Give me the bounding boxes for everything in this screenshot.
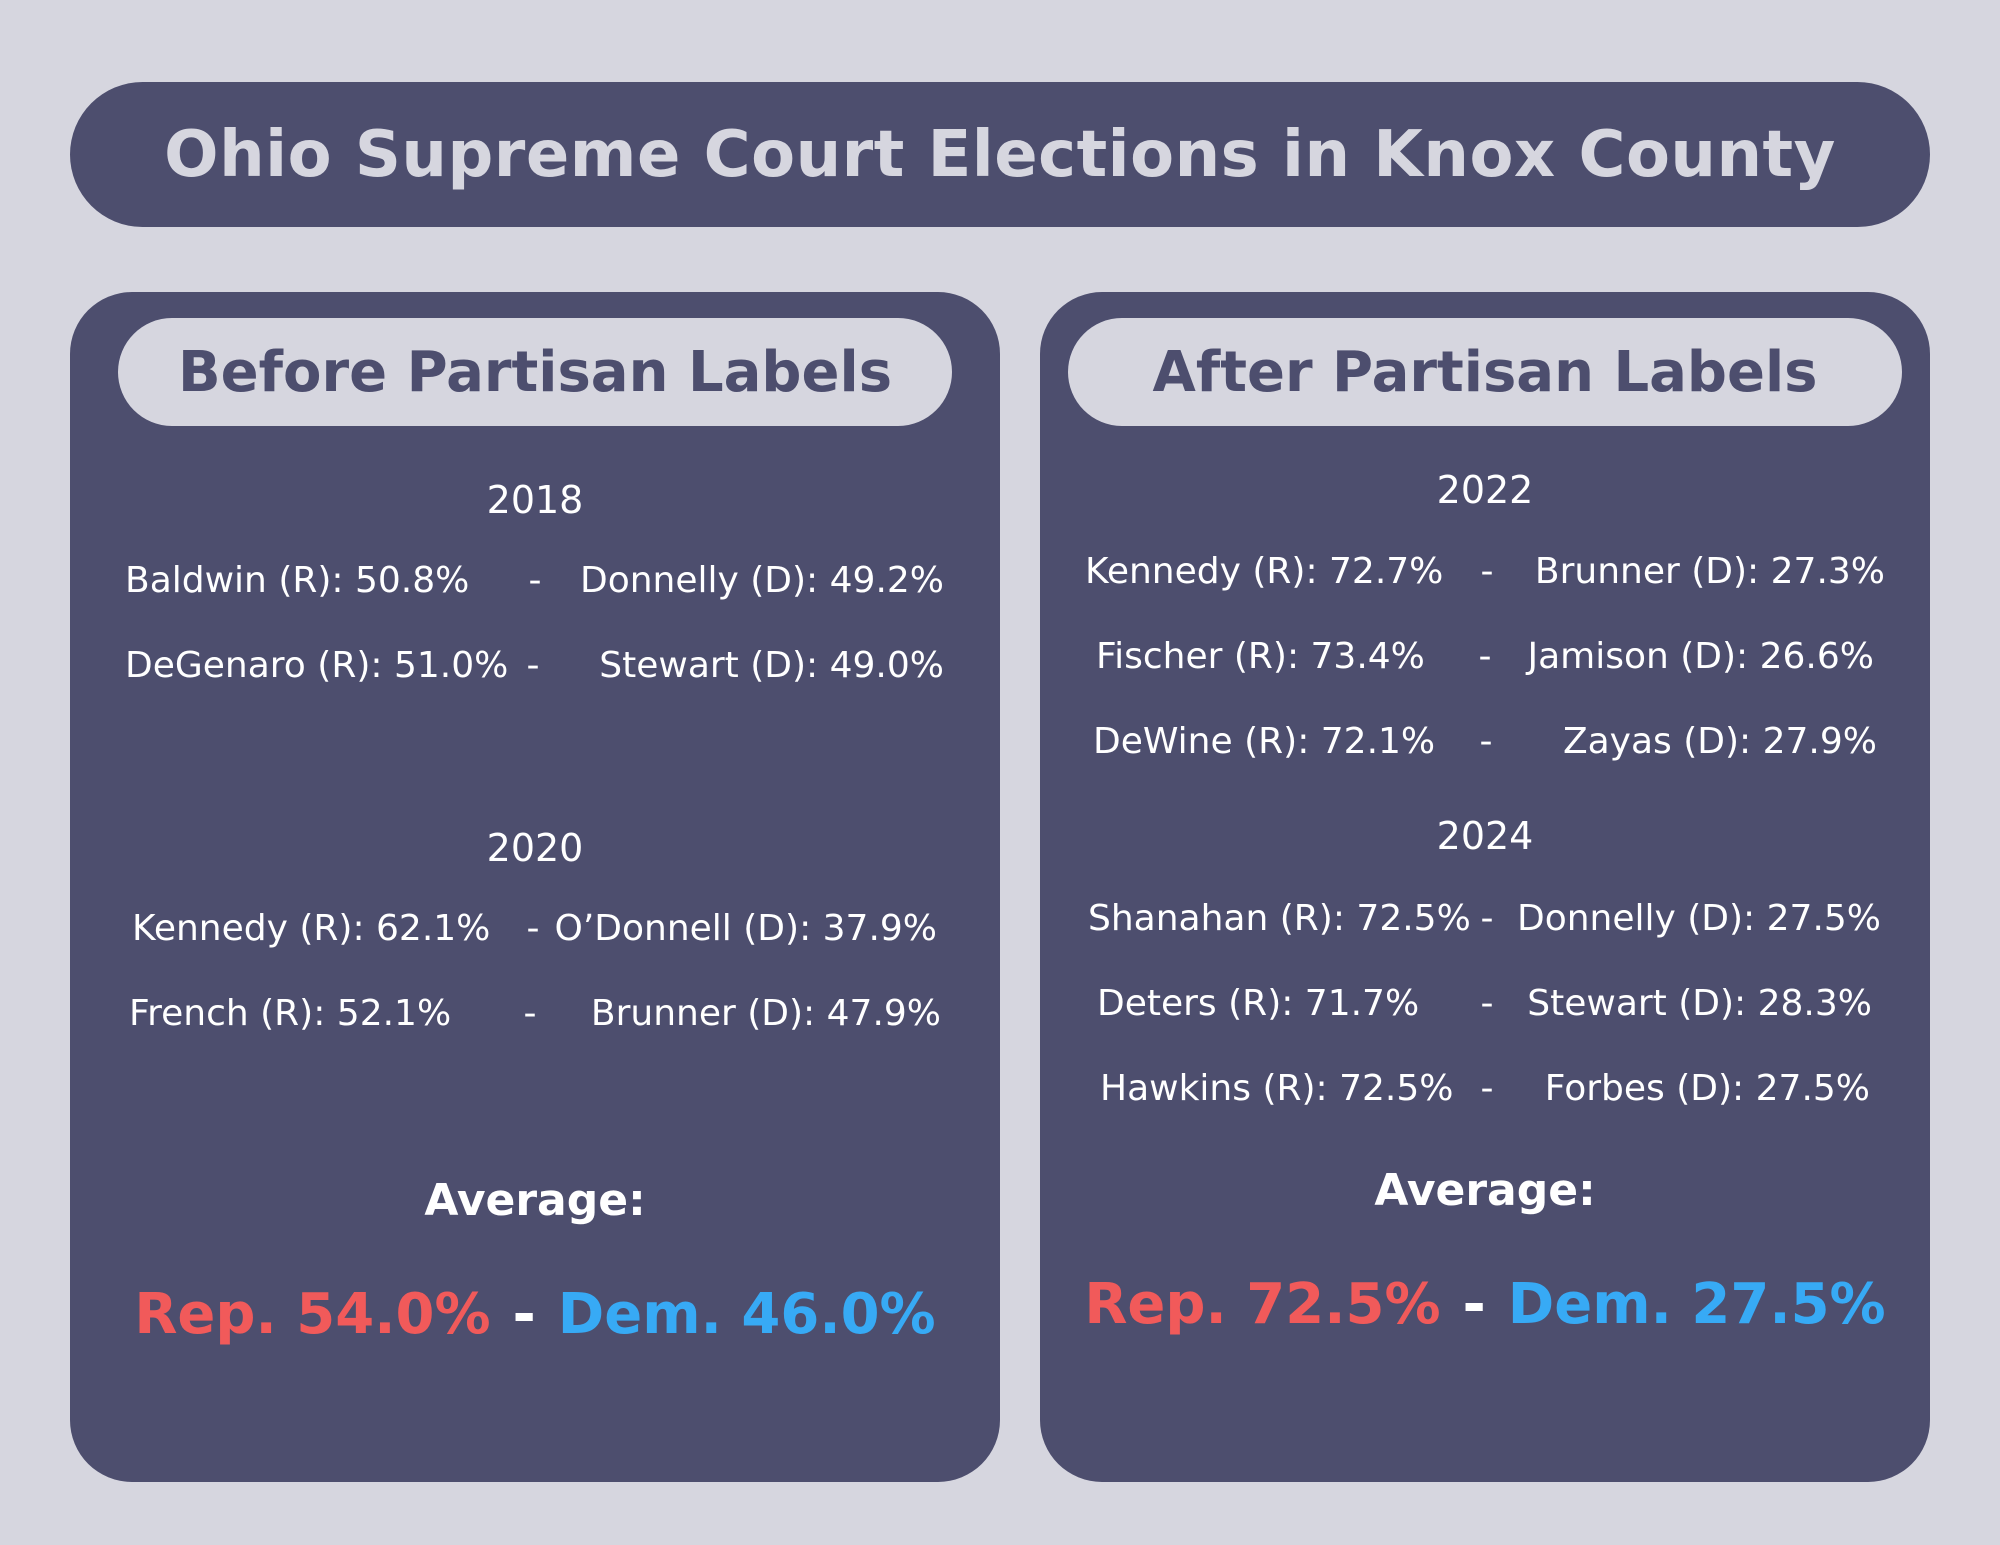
rep-average: Rep. 72.5% (1084, 1272, 1441, 1337)
title-banner: Ohio Supreme Court Elections in Knox Cou… (70, 82, 1930, 227)
average-result: Rep. 72.5% - Dem. 27.5% (1040, 1272, 1930, 1337)
result-row: Shanahan (R): 72.5% - Donnelly (D): 27.5… (1040, 898, 1930, 948)
rep-result: French (R): 52.1% (129, 993, 452, 1034)
dem-result: Brunner (D): 27.3% (1534, 551, 1885, 592)
rep-average: Rep. 54.0% (134, 1282, 491, 1347)
year-label: 2018 (486, 478, 584, 522)
dem-result: O’Donnell (D): 37.9% (554, 908, 938, 949)
dem-result: Donnelly (D): 49.2% (579, 560, 944, 601)
result-row: Kennedy (R): 72.7% - Brunner (D): 27.3% (1040, 551, 1930, 601)
average-result: Rep. 54.0% - Dem. 46.0% (70, 1282, 1000, 1347)
rep-result: DeGenaro (R): 51.0% (125, 645, 509, 686)
result-row: Hawkins (R): 72.5% - Forbes (D): 27.5% (1040, 1068, 1930, 1118)
separator: - (523, 993, 537, 1034)
separator: - (526, 908, 540, 949)
separator: - (526, 645, 540, 686)
dem-average: Dem. 46.0% (557, 1282, 936, 1347)
dem-result: Stewart (D): 49.0% (599, 645, 944, 686)
rep-result: Hawkins (R): 72.5% (1100, 1068, 1454, 1109)
dem-result: Brunner (D): 47.9% (590, 993, 941, 1034)
result-row: Fischer (R): 73.4% - Jamison (D): 26.6% (1040, 636, 1930, 686)
result-row: DeWine (R): 72.1% - Zayas (D): 27.9% (1040, 721, 1930, 771)
before-heading: Before Partisan Labels (177, 339, 893, 405)
result-row: Baldwin (R): 50.8% - Donnelly (D): 49.2% (70, 560, 1000, 610)
separator: - (528, 560, 542, 601)
dem-result: Donnelly (D): 27.5% (1516, 898, 1881, 939)
separator: - (1480, 983, 1494, 1024)
result-row: DeGenaro (R): 51.0% - Stewart (D): 49.0% (70, 645, 1000, 695)
separator: - (1480, 1068, 1494, 1109)
result-row: French (R): 52.1% - Brunner (D): 47.9% (70, 993, 1000, 1043)
rep-result: Kennedy (R): 62.1% (132, 908, 491, 949)
separator: - (1480, 898, 1494, 939)
year-label: 2024 (1436, 814, 1534, 858)
separator: - (1479, 721, 1493, 762)
dem-result: Forbes (D): 27.5% (1544, 1068, 1870, 1109)
dem-result: Jamison (D): 26.6% (1527, 636, 1874, 677)
separator: - (1480, 551, 1494, 592)
average-label: Average: (1374, 1165, 1596, 1216)
rep-result: Deters (R): 71.7% (1097, 983, 1420, 1024)
rep-result: Shanahan (R): 72.5% (1088, 898, 1471, 939)
dem-average: Dem. 27.5% (1507, 1272, 1886, 1337)
before-panel: Before Partisan Labels 2018 Baldwin (R):… (70, 292, 1000, 1482)
result-row: Deters (R): 71.7% - Stewart (D): 28.3% (1040, 983, 1930, 1033)
year-label: 2022 (1436, 468, 1534, 512)
rep-result: Baldwin (R): 50.8% (125, 560, 470, 601)
after-heading: After Partisan Labels (1152, 339, 1818, 405)
rep-result: Fischer (R): 73.4% (1096, 636, 1425, 677)
separator: - (512, 1282, 536, 1347)
after-panel: After Partisan Labels 2022 Kennedy (R): … (1040, 292, 1930, 1482)
before-heading-pill: Before Partisan Labels (118, 318, 952, 426)
dem-result: Stewart (D): 28.3% (1527, 983, 1872, 1024)
rep-result: DeWine (R): 72.1% (1093, 721, 1436, 762)
rep-result: Kennedy (R): 72.7% (1085, 551, 1444, 592)
separator: - (1478, 636, 1492, 677)
average-label: Average: (424, 1175, 646, 1226)
after-heading-pill: After Partisan Labels (1068, 318, 1902, 426)
separator: - (1462, 1272, 1486, 1337)
result-row: Kennedy (R): 62.1% - O’Donnell (D): 37.9… (70, 908, 1000, 958)
dem-result: Zayas (D): 27.9% (1562, 721, 1877, 762)
year-label: 2020 (486, 826, 584, 870)
page-title: Ohio Supreme Court Elections in Knox Cou… (164, 117, 1836, 192)
